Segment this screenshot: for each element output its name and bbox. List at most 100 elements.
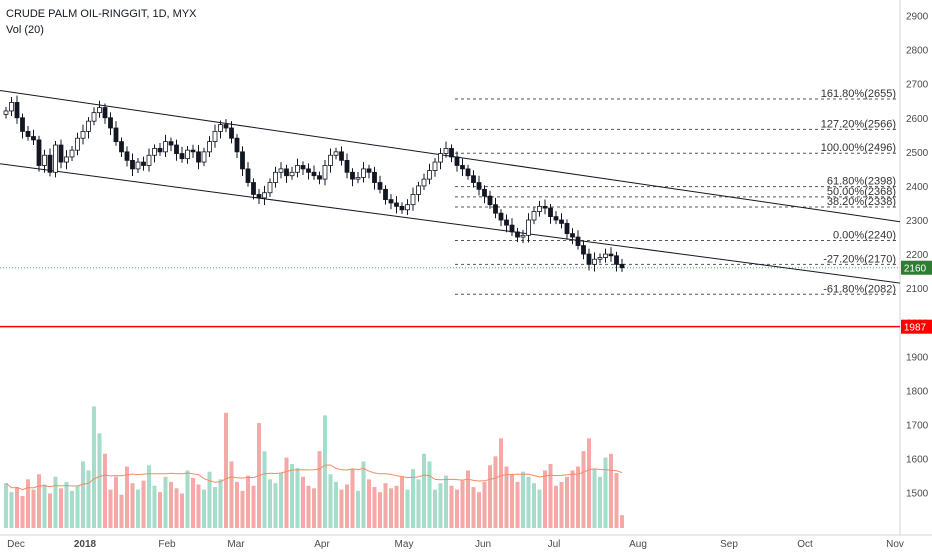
candle-body <box>201 151 207 163</box>
volume-bar <box>367 479 371 528</box>
volume-bar <box>92 406 96 528</box>
fib-level-label: 50.00%(2368) <box>827 186 896 198</box>
volume-bar <box>620 515 624 528</box>
volume-bar <box>482 481 487 528</box>
candle-body <box>537 205 542 212</box>
candle-body <box>608 253 614 257</box>
candle-body <box>355 177 361 180</box>
candle-body <box>603 253 608 258</box>
candle-body <box>570 233 575 238</box>
volume-bar <box>37 474 41 528</box>
volume-bar <box>405 489 410 528</box>
volume-bar <box>268 479 272 528</box>
y-tick-label: 1900 <box>906 352 929 363</box>
support-price-badge <box>901 319 932 334</box>
volume-bar <box>290 464 294 528</box>
candle-body <box>207 141 212 153</box>
y-tick-label: 2700 <box>906 80 929 91</box>
volume-bar <box>444 475 448 528</box>
candle-body <box>278 168 284 173</box>
candle-body <box>157 148 163 153</box>
volume-bar <box>378 492 382 528</box>
volume-bar <box>130 483 135 528</box>
volume-bar <box>416 479 421 528</box>
candle-body <box>377 182 383 190</box>
volume-bar <box>224 412 228 528</box>
volume-bar <box>301 476 305 528</box>
channel-lower-line <box>0 163 901 284</box>
volume-bar <box>246 475 250 528</box>
candle-body <box>300 165 306 170</box>
volume-bar <box>427 461 432 528</box>
candle-body <box>487 195 493 206</box>
volume-bar <box>554 485 558 528</box>
volume-bar <box>306 485 311 528</box>
volume-bar <box>389 488 393 528</box>
candle-body <box>262 192 267 199</box>
volume-bar <box>438 483 443 528</box>
y-tick-label: 1700 <box>906 421 929 432</box>
candle-body <box>311 171 317 177</box>
candle-body <box>339 151 344 161</box>
fib-level-label: -61.80%(2082) <box>823 283 896 295</box>
x-tick-label: Dec <box>7 539 25 550</box>
y-tick-label: 2900 <box>906 12 929 23</box>
candle-body <box>130 159 135 170</box>
fib-level-label: 0.00%(2240) <box>833 229 896 241</box>
volume-bar <box>323 415 327 528</box>
candle-body <box>586 253 592 265</box>
candle-body <box>344 159 350 173</box>
volume-bar <box>587 438 591 528</box>
volume-bar <box>350 469 355 528</box>
candle-body <box>20 117 25 132</box>
candle-body <box>493 204 498 214</box>
candle-body <box>515 231 520 238</box>
candle-body <box>388 199 394 204</box>
candle-body <box>14 102 20 119</box>
candle-body <box>240 151 245 170</box>
volume-bar <box>202 489 206 528</box>
candle-body <box>482 188 487 197</box>
volume-bar <box>614 472 619 528</box>
candle-body <box>383 188 388 200</box>
volume-bar <box>372 487 377 528</box>
volume-bar <box>81 461 85 528</box>
volume-bar <box>207 471 212 528</box>
volume-bar <box>26 479 30 528</box>
volume-bar <box>493 456 498 528</box>
volume-bar <box>70 490 74 528</box>
x-tick-label: 2018 <box>74 539 97 550</box>
candle-body <box>190 149 196 153</box>
y-tick-label: 2200 <box>906 250 929 261</box>
candle-body <box>427 170 432 180</box>
candle-body <box>267 182 273 194</box>
candle-body <box>185 149 190 160</box>
support-price-label: 1987 <box>904 323 927 334</box>
volume-bar <box>64 481 69 528</box>
volume-bar <box>9 492 14 528</box>
candle-body <box>102 107 108 119</box>
candle-body <box>476 182 482 190</box>
y-tick-label: 2500 <box>906 148 929 159</box>
volume-bar <box>339 489 344 528</box>
candle-body <box>58 144 64 163</box>
candle-body <box>498 212 504 221</box>
candle-body <box>64 156 69 163</box>
x-tick-label: Mar <box>227 539 245 550</box>
candle-body <box>223 124 229 129</box>
volume-bar <box>152 485 157 528</box>
volume-bar <box>97 433 102 528</box>
candle-body <box>592 258 597 265</box>
candle-body <box>53 144 58 173</box>
x-tick-label: May <box>395 539 414 550</box>
y-tick-label: 2100 <box>906 284 929 295</box>
candle-body <box>251 182 256 195</box>
volume-bar <box>218 479 223 528</box>
volume-bar <box>235 481 239 528</box>
candle-body <box>366 168 372 173</box>
volume-bar <box>603 457 608 528</box>
y-tick-label: 2400 <box>906 182 929 193</box>
volume-bar <box>581 451 586 528</box>
